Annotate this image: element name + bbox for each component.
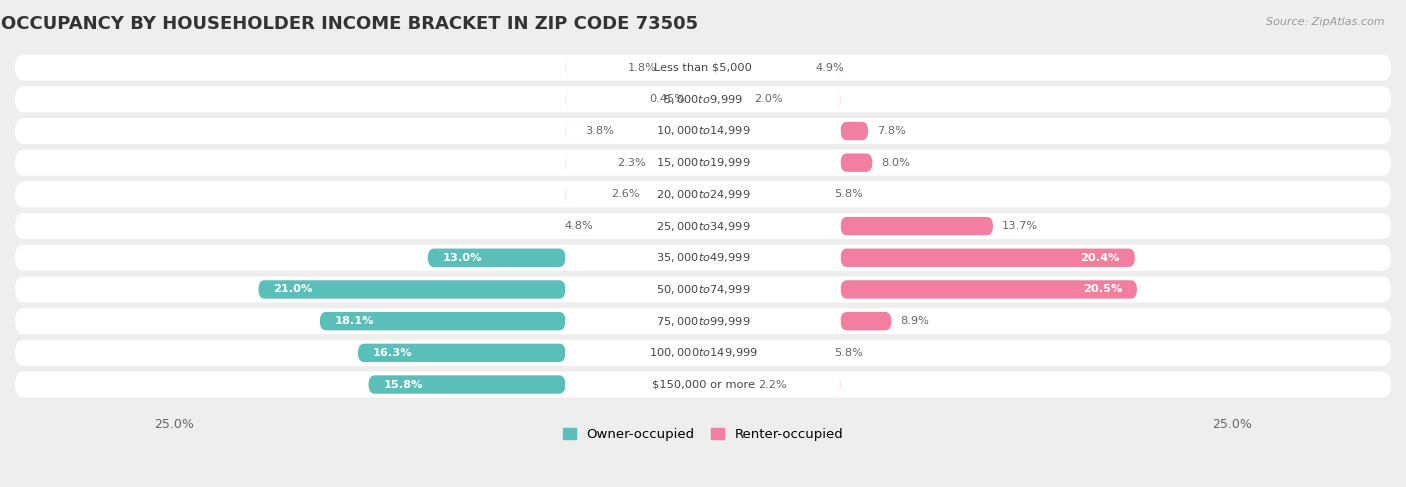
FancyBboxPatch shape: [427, 248, 565, 267]
Text: 2.3%: 2.3%: [617, 158, 645, 168]
Text: $10,000 to $14,999: $10,000 to $14,999: [655, 125, 751, 137]
FancyBboxPatch shape: [841, 217, 993, 235]
Text: 20.4%: 20.4%: [1081, 253, 1121, 263]
FancyBboxPatch shape: [15, 118, 1391, 144]
FancyBboxPatch shape: [565, 58, 665, 77]
Text: 2.2%: 2.2%: [758, 379, 787, 390]
FancyBboxPatch shape: [15, 181, 1391, 207]
FancyBboxPatch shape: [368, 375, 565, 393]
Text: 8.0%: 8.0%: [880, 158, 910, 168]
FancyBboxPatch shape: [565, 153, 841, 172]
FancyBboxPatch shape: [841, 248, 1135, 267]
FancyBboxPatch shape: [565, 343, 841, 363]
Text: $20,000 to $24,999: $20,000 to $24,999: [655, 188, 751, 201]
Legend: Owner-occupied, Renter-occupied: Owner-occupied, Renter-occupied: [558, 423, 848, 447]
Text: 4.8%: 4.8%: [564, 221, 593, 231]
FancyBboxPatch shape: [15, 308, 1391, 334]
Text: 2.0%: 2.0%: [754, 94, 783, 104]
FancyBboxPatch shape: [565, 280, 841, 300]
FancyBboxPatch shape: [825, 344, 841, 362]
Text: 13.7%: 13.7%: [1001, 221, 1038, 231]
FancyBboxPatch shape: [745, 90, 841, 109]
FancyBboxPatch shape: [565, 185, 841, 204]
FancyBboxPatch shape: [15, 340, 1391, 366]
Text: 20.5%: 20.5%: [1083, 284, 1122, 295]
FancyBboxPatch shape: [15, 150, 1391, 176]
FancyBboxPatch shape: [841, 122, 868, 140]
Text: 16.3%: 16.3%: [373, 348, 412, 358]
FancyBboxPatch shape: [841, 280, 1137, 299]
FancyBboxPatch shape: [565, 90, 841, 109]
FancyBboxPatch shape: [15, 245, 1391, 271]
Text: 13.0%: 13.0%: [443, 253, 482, 263]
FancyBboxPatch shape: [565, 311, 841, 331]
FancyBboxPatch shape: [565, 122, 623, 140]
FancyBboxPatch shape: [319, 312, 565, 330]
Text: 5.8%: 5.8%: [834, 189, 863, 199]
Text: 8.9%: 8.9%: [900, 316, 929, 326]
FancyBboxPatch shape: [15, 277, 1391, 302]
FancyBboxPatch shape: [565, 217, 602, 235]
Text: 15.8%: 15.8%: [384, 379, 423, 390]
FancyBboxPatch shape: [565, 375, 841, 394]
Text: OCCUPANCY BY HOUSEHOLDER INCOME BRACKET IN ZIP CODE 73505: OCCUPANCY BY HOUSEHOLDER INCOME BRACKET …: [1, 15, 699, 33]
FancyBboxPatch shape: [15, 213, 1391, 239]
FancyBboxPatch shape: [565, 216, 841, 236]
Text: 1.8%: 1.8%: [627, 63, 657, 73]
Text: Source: ZipAtlas.com: Source: ZipAtlas.com: [1267, 17, 1385, 27]
FancyBboxPatch shape: [565, 248, 841, 267]
Text: 0.45%: 0.45%: [650, 94, 685, 104]
FancyBboxPatch shape: [841, 312, 891, 330]
FancyBboxPatch shape: [807, 58, 841, 77]
FancyBboxPatch shape: [565, 185, 648, 204]
Text: $35,000 to $49,999: $35,000 to $49,999: [655, 251, 751, 264]
Text: $25,000 to $34,999: $25,000 to $34,999: [655, 220, 751, 233]
FancyBboxPatch shape: [359, 344, 565, 362]
FancyBboxPatch shape: [565, 121, 841, 141]
Text: 5.8%: 5.8%: [834, 348, 863, 358]
Text: 3.8%: 3.8%: [585, 126, 614, 136]
FancyBboxPatch shape: [825, 185, 841, 204]
Text: 18.1%: 18.1%: [335, 316, 374, 326]
Text: 7.8%: 7.8%: [876, 126, 905, 136]
Text: $50,000 to $74,999: $50,000 to $74,999: [655, 283, 751, 296]
FancyBboxPatch shape: [15, 55, 1391, 81]
FancyBboxPatch shape: [565, 90, 693, 109]
Text: $5,000 to $9,999: $5,000 to $9,999: [664, 93, 742, 106]
Text: $75,000 to $99,999: $75,000 to $99,999: [655, 315, 751, 328]
Text: 21.0%: 21.0%: [273, 284, 312, 295]
Text: 4.9%: 4.9%: [815, 63, 844, 73]
Text: 2.6%: 2.6%: [610, 189, 640, 199]
FancyBboxPatch shape: [15, 86, 1391, 112]
Text: $15,000 to $19,999: $15,000 to $19,999: [655, 156, 751, 169]
FancyBboxPatch shape: [259, 280, 565, 299]
FancyBboxPatch shape: [841, 153, 872, 172]
Text: $100,000 to $149,999: $100,000 to $149,999: [648, 346, 758, 359]
FancyBboxPatch shape: [565, 58, 841, 77]
FancyBboxPatch shape: [15, 372, 1391, 397]
Text: $150,000 or more: $150,000 or more: [651, 379, 755, 390]
Text: Less than $5,000: Less than $5,000: [654, 63, 752, 73]
FancyBboxPatch shape: [565, 153, 654, 172]
FancyBboxPatch shape: [749, 375, 841, 393]
